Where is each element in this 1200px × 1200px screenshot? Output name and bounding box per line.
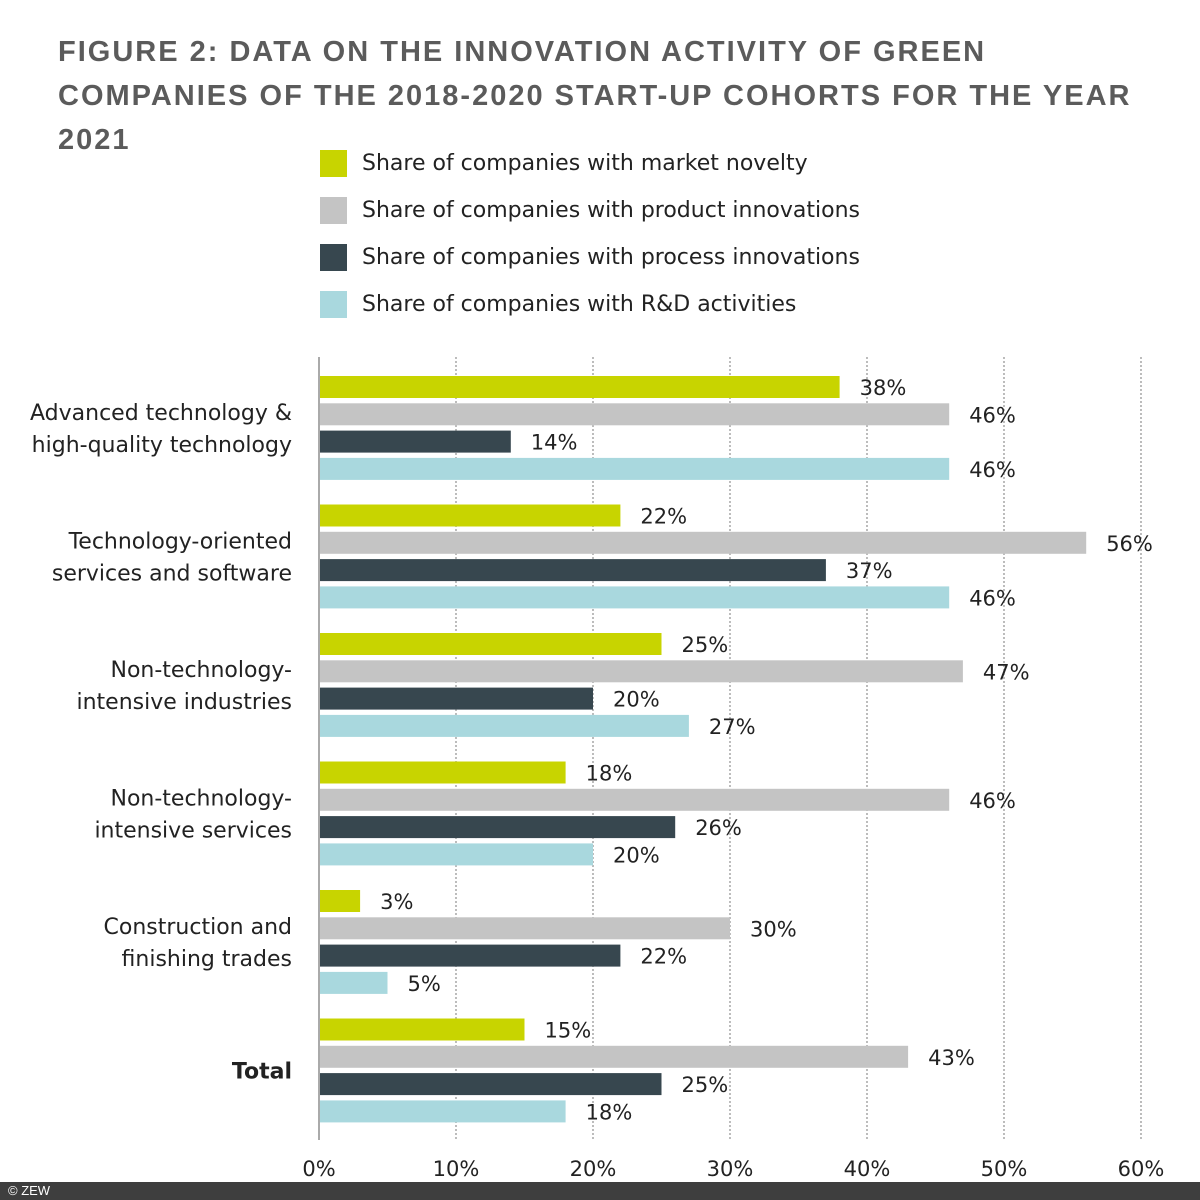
- bar: [319, 816, 676, 839]
- data-label: 27%: [709, 715, 756, 739]
- data-label: 56%: [1106, 532, 1153, 556]
- category-label: intensive services: [94, 818, 292, 843]
- data-label: 25%: [682, 1073, 729, 1097]
- bar: [319, 687, 593, 710]
- category-label: Total: [232, 1059, 292, 1084]
- legend-item: Share of companies with product innovati…: [320, 187, 860, 234]
- legend-label: Share of companies with product innovati…: [362, 198, 860, 223]
- legend-label: Share of companies with market novelty: [362, 151, 808, 176]
- data-label: 46%: [969, 789, 1016, 813]
- data-label: 22%: [640, 945, 687, 969]
- category-label: Non-technology-: [110, 786, 292, 811]
- x-tick-label: 10%: [433, 1157, 480, 1181]
- x-tick-label: 60%: [1118, 1157, 1165, 1181]
- bar: [319, 1045, 909, 1068]
- bar: [319, 1100, 566, 1123]
- legend-swatch: [320, 197, 347, 224]
- x-tick-label: 40%: [844, 1157, 891, 1181]
- legend-swatch: [320, 291, 347, 318]
- legend-item: Share of companies with market novelty: [320, 140, 860, 187]
- bar: [319, 403, 950, 426]
- data-label: 15%: [545, 1019, 592, 1043]
- data-label: 5%: [408, 972, 441, 996]
- bar: [319, 1018, 525, 1041]
- data-label: 47%: [983, 660, 1030, 684]
- data-label: 46%: [969, 586, 1016, 610]
- data-label: 38%: [860, 376, 907, 400]
- data-label: 43%: [928, 1046, 975, 1070]
- x-tick-label: 50%: [981, 1157, 1028, 1181]
- bar: [319, 586, 950, 609]
- legend: Share of companies with market novelty Sh…: [320, 140, 860, 328]
- data-label: 30%: [750, 917, 797, 941]
- bar: [319, 917, 730, 940]
- category-label: services and software: [52, 561, 292, 586]
- data-label: 25%: [682, 633, 729, 657]
- category-label: Non-technology-: [110, 658, 292, 683]
- data-label: 20%: [613, 688, 660, 712]
- bar: [319, 430, 511, 453]
- chart-title: FIGURE 2: DATA ON THE INNOVATION ACTIVIT…: [58, 36, 1132, 156]
- data-label: 18%: [586, 762, 633, 786]
- legend-label: Share of companies with process innovati…: [362, 245, 860, 270]
- data-label: 18%: [586, 1100, 633, 1124]
- data-label: 46%: [969, 458, 1016, 482]
- legend-item: Share of companies with R&D activities: [320, 281, 860, 328]
- bar: [319, 633, 662, 655]
- copyright-footer: © ZEW: [0, 1182, 1200, 1200]
- legend-swatch: [320, 244, 347, 271]
- category-label: finishing trades: [122, 947, 292, 972]
- data-label: 3%: [380, 890, 413, 914]
- x-tick-label: 20%: [570, 1157, 617, 1181]
- category-label: intensive industries: [77, 690, 293, 715]
- bar: [319, 660, 963, 683]
- data-label: 22%: [640, 505, 687, 529]
- bar: [319, 376, 840, 398]
- bar: [319, 1073, 662, 1096]
- data-label: 26%: [695, 816, 742, 840]
- category-label: Construction and: [104, 915, 292, 940]
- x-tick-label: 30%: [707, 1157, 754, 1181]
- x-tick-label: 0%: [302, 1157, 335, 1181]
- bar: [319, 559, 826, 582]
- bar: [319, 971, 388, 994]
- legend-item: Share of companies with process innovati…: [320, 234, 860, 281]
- bar: [319, 531, 1087, 554]
- bar: [319, 504, 621, 527]
- data-label: 14%: [531, 431, 578, 455]
- bar: [319, 788, 950, 811]
- bar: [319, 890, 361, 912]
- bar: [319, 457, 950, 480]
- data-label: 46%: [969, 403, 1016, 427]
- legend-swatch: [320, 150, 347, 177]
- data-label: 37%: [846, 559, 893, 583]
- bar: [319, 714, 689, 737]
- category-label: Advanced technology &: [30, 401, 292, 426]
- bar: [319, 944, 621, 967]
- legend-label: Share of companies with R&D activities: [362, 292, 797, 317]
- bar: [319, 843, 593, 866]
- bar: [319, 761, 566, 784]
- category-label: Technology-oriented: [68, 529, 292, 554]
- data-label: 20%: [613, 843, 660, 867]
- category-label: high-quality technology: [32, 433, 292, 458]
